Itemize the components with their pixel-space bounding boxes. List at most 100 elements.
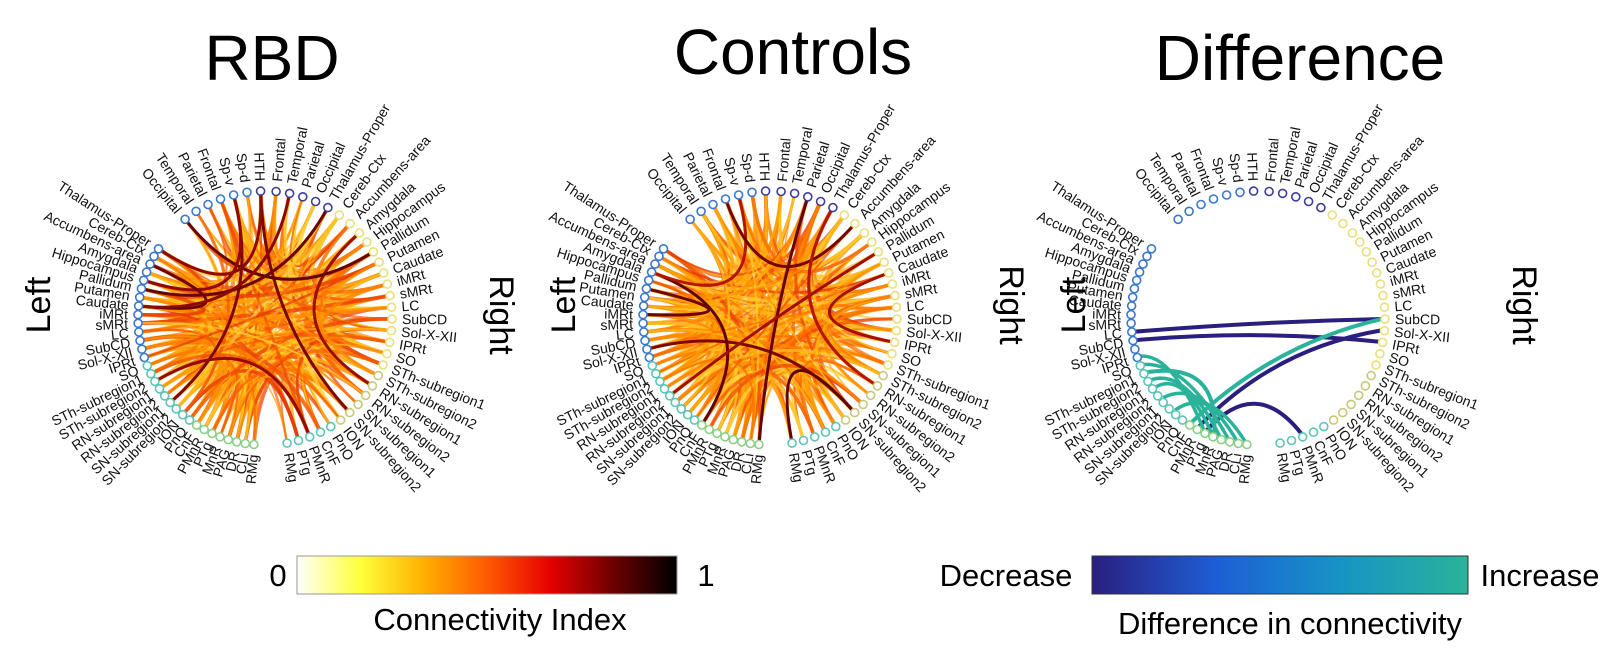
chord-links xyxy=(140,194,390,442)
node xyxy=(215,194,226,204)
node xyxy=(335,415,346,425)
node xyxy=(385,290,395,301)
node xyxy=(664,390,675,401)
node xyxy=(255,186,266,196)
node xyxy=(883,360,893,370)
node xyxy=(1130,344,1140,355)
node xyxy=(1142,251,1152,262)
chord xyxy=(146,262,377,358)
chord-strong xyxy=(156,356,311,435)
chord-panel-difference: Thalamus-ProperCereb-CtxAccumbens-areaAm… xyxy=(1035,101,1481,495)
node xyxy=(1177,415,1188,425)
node xyxy=(374,257,384,268)
node xyxy=(733,190,744,200)
difference-chord-increase xyxy=(1189,316,1383,424)
node xyxy=(815,196,826,207)
node-label: LC xyxy=(615,325,635,343)
node-label: Caudate xyxy=(580,292,634,313)
node-label: HTH xyxy=(251,152,268,181)
chord xyxy=(212,369,340,432)
node xyxy=(1208,194,1219,204)
node xyxy=(315,427,326,438)
node xyxy=(323,202,333,213)
node-labels: Thalamus-ProperCereb-CtxAccumbens-areaAm… xyxy=(1035,101,1481,495)
node xyxy=(228,190,239,200)
node xyxy=(284,188,295,199)
node-label: PTg xyxy=(1286,448,1308,477)
node xyxy=(1367,257,1377,268)
node xyxy=(223,434,234,445)
colorbar-difference-label: Difference in connectivity xyxy=(1118,606,1463,641)
node xyxy=(367,380,378,391)
node xyxy=(655,376,665,387)
node xyxy=(207,428,217,439)
node xyxy=(1375,279,1386,289)
nodes xyxy=(638,186,902,450)
chord-strong xyxy=(160,194,263,276)
left-label-difference: Left xyxy=(1055,276,1093,333)
node-label: IPRt xyxy=(1391,336,1421,357)
difference-chord-increase xyxy=(1162,391,1238,442)
node xyxy=(146,368,156,379)
node xyxy=(1158,397,1168,408)
colorbar-connectivity-label: Connectivity Index xyxy=(373,602,627,637)
node-label: iMRt xyxy=(604,306,633,323)
node xyxy=(728,434,739,445)
chord-strong xyxy=(653,197,748,287)
node-label: Sp-v xyxy=(216,155,239,187)
chord xyxy=(799,358,876,435)
node xyxy=(360,390,371,401)
node xyxy=(203,199,213,210)
node xyxy=(659,383,670,394)
difference-chord-increase xyxy=(1174,400,1247,443)
node xyxy=(373,370,384,381)
node xyxy=(638,301,649,311)
node xyxy=(889,337,900,348)
node xyxy=(191,206,201,217)
node xyxy=(1164,403,1174,414)
node xyxy=(141,267,152,277)
node xyxy=(1235,187,1245,198)
node xyxy=(866,237,877,247)
node xyxy=(386,302,397,313)
node-label: SubCD xyxy=(1395,311,1440,327)
node xyxy=(642,344,652,355)
node xyxy=(1127,292,1138,303)
chord xyxy=(660,256,887,294)
node xyxy=(137,344,147,355)
node-label: sMRt xyxy=(398,280,433,302)
chord-strong xyxy=(259,194,349,412)
chord-strong xyxy=(646,287,711,317)
node xyxy=(640,335,650,346)
chord xyxy=(183,369,300,439)
chord xyxy=(802,364,862,431)
node xyxy=(1134,267,1145,277)
node-label: SO xyxy=(116,362,141,384)
colorbar-difference-min: Decrease xyxy=(940,558,1073,593)
node xyxy=(1131,275,1142,286)
node-label: IPRt xyxy=(903,336,933,357)
node xyxy=(1233,438,1244,449)
node xyxy=(344,407,355,418)
node-label: iMRt xyxy=(99,306,128,323)
node xyxy=(249,439,259,450)
chord-strong xyxy=(146,197,243,292)
node xyxy=(242,187,252,198)
difference-chord-increase xyxy=(1146,368,1217,435)
node xyxy=(297,192,308,202)
chord xyxy=(661,357,755,441)
node-label: RMg xyxy=(1274,452,1295,484)
node xyxy=(139,352,150,363)
node-label: Sol-X-XII xyxy=(1394,324,1451,345)
node xyxy=(1347,228,1358,238)
node xyxy=(134,292,145,303)
node-label: sMRt xyxy=(600,316,633,333)
node xyxy=(1375,348,1385,359)
node-label: RMg xyxy=(786,452,807,484)
node xyxy=(670,397,681,408)
node xyxy=(650,259,660,269)
node-label: Frontal xyxy=(269,137,289,182)
chord-strong xyxy=(185,220,372,281)
node xyxy=(760,186,771,196)
node-label: LC xyxy=(906,297,925,314)
